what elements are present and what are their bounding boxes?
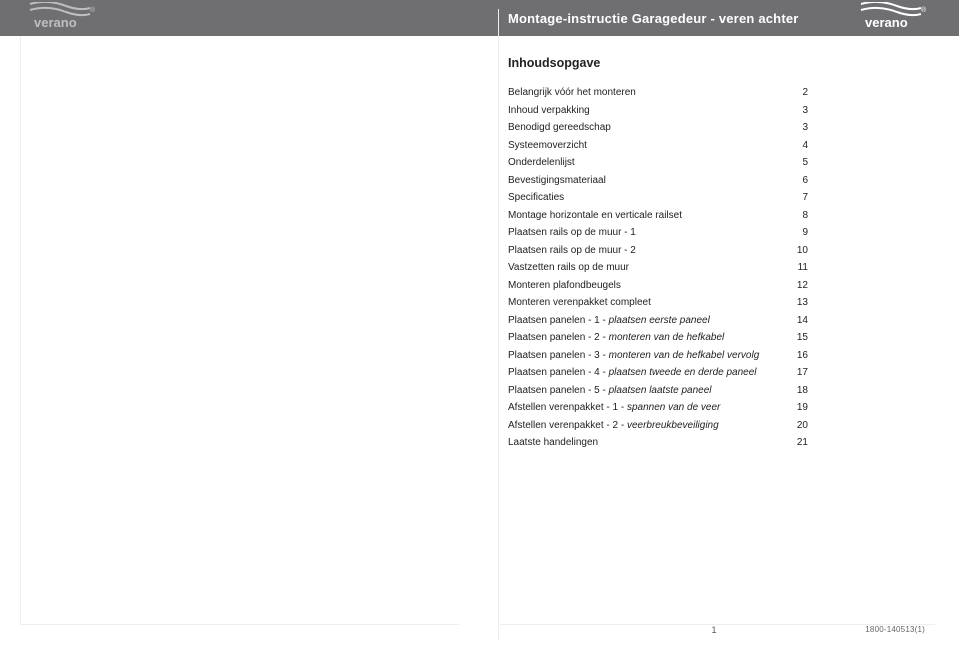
toc-page: 7 xyxy=(770,193,808,211)
toc-label: Monteren plafondbeugels xyxy=(508,281,770,299)
brand-logo-left: verano ® xyxy=(28,2,100,32)
brand-reg: ® xyxy=(921,6,927,14)
toc-row: Benodigd gereedschap3 xyxy=(508,123,808,141)
toc-label: Bevestigingsmateriaal xyxy=(508,176,770,194)
toc-row: Plaatsen rails op de muur - 19 xyxy=(508,228,808,246)
doc-title: Montage-instructie Garagedeur - veren ac… xyxy=(508,11,799,26)
toc-label-em: plaatsen eerste paneel xyxy=(609,315,710,326)
toc-row: Inhoud verpakking3 xyxy=(508,106,808,124)
toc-label-em: spannen van de veer xyxy=(627,402,720,413)
toc-label: Plaatsen panelen - 4 - plaatsen tweede e… xyxy=(508,368,770,386)
toc-page: 16 xyxy=(770,351,808,369)
toc-row: Plaatsen panelen - 2 - monteren van de h… xyxy=(508,333,808,351)
toc-row: Laatste handelingen21 xyxy=(508,438,808,456)
toc-page: 8 xyxy=(770,211,808,229)
toc-row: Afstellen verenpakket - 2 - veerbreukbev… xyxy=(508,421,808,439)
toc-row: Plaatsen panelen - 4 - plaatsen tweede e… xyxy=(508,368,808,386)
toc-page: 10 xyxy=(770,246,808,264)
toc-label-em: plaatsen laatste paneel xyxy=(609,385,712,396)
toc-page: 21 xyxy=(770,438,808,456)
toc-label: Plaatsen rails op de muur - 2 xyxy=(508,246,770,264)
toc-page: 6 xyxy=(770,176,808,194)
toc-row: Monteren verenpakket compleet13 xyxy=(508,298,808,316)
footer: 1 1800-140513(1) xyxy=(0,625,959,641)
toc-label: Vastzetten rails op de muur xyxy=(508,263,770,281)
brand-logo-right: verano ® xyxy=(859,2,931,32)
doc-id: 1800-140513(1) xyxy=(865,625,925,634)
toc-row: Monteren plafondbeugels12 xyxy=(508,281,808,299)
toc-page: 3 xyxy=(770,123,808,141)
toc-row: Afstellen verenpakket - 1 - spannen van … xyxy=(508,403,808,421)
toc-label: Systeemoverzicht xyxy=(508,141,770,159)
toc-label: Specificaties xyxy=(508,193,770,211)
toc-label: Onderdelenlijst xyxy=(508,158,770,176)
toc-label: Monteren verenpakket compleet xyxy=(508,298,770,316)
toc-page: 4 xyxy=(770,141,808,159)
brand-word: verano xyxy=(34,15,77,30)
toc-block: Inhoudsopgave Belangrijk vóór het monter… xyxy=(508,56,808,456)
toc-label: Inhoud verpakking xyxy=(508,106,770,124)
toc-row: Plaatsen panelen - 3 - monteren van de h… xyxy=(508,351,808,369)
toc-page: 12 xyxy=(770,281,808,299)
toc-row: Montage horizontale en verticale railset… xyxy=(508,211,808,229)
toc-page: 3 xyxy=(770,106,808,124)
toc-page: 2 xyxy=(770,88,808,106)
toc-row: Belangrijk vóór het monteren2 xyxy=(508,88,808,106)
toc-label: Montage horizontale en verticale railset xyxy=(508,211,770,229)
toc-page: 14 xyxy=(770,316,808,334)
toc-page: 11 xyxy=(770,263,808,281)
toc-label: Plaatsen rails op de muur - 1 xyxy=(508,228,770,246)
toc-label: Laatste handelingen xyxy=(508,438,770,456)
toc-row: Plaatsen panelen - 1 - plaatsen eerste p… xyxy=(508,316,808,334)
toc-label-em: monteren van de hefkabel xyxy=(609,332,725,343)
toc-page: 19 xyxy=(770,403,808,421)
toc-label: Plaatsen panelen - 2 - monteren van de h… xyxy=(508,333,770,351)
toc-label: Belangrijk vóór het monteren xyxy=(508,88,770,106)
toc-page: 17 xyxy=(770,368,808,386)
brand-word: verano xyxy=(865,15,908,30)
page-number: 1 xyxy=(712,625,717,635)
verano-logo-icon: verano ® xyxy=(28,2,100,32)
toc-label: Afstellen verenpakket - 2 - veerbreukbev… xyxy=(508,421,770,439)
toc-label-em: plaatsen tweede en derde paneel xyxy=(609,367,757,378)
document-page: { "header": { "title": "Montage-instruct… xyxy=(0,0,959,649)
toc-row: Specificaties7 xyxy=(508,193,808,211)
header-bar: Montage-instructie Garagedeur - veren ac… xyxy=(0,0,959,36)
brand-reg: ® xyxy=(90,6,96,14)
toc-row: Plaatsen rails op de muur - 210 xyxy=(508,246,808,264)
toc-page: 15 xyxy=(770,333,808,351)
toc-row: Vastzetten rails op de muur11 xyxy=(508,263,808,281)
toc-page: 18 xyxy=(770,386,808,404)
toc-label-em: veerbreukbeveiliging xyxy=(627,420,719,431)
toc-heading: Inhoudsopgave xyxy=(508,56,808,70)
toc-page: 5 xyxy=(770,158,808,176)
toc-row: Systeemoverzicht4 xyxy=(508,141,808,159)
toc-label: Afstellen verenpakket - 1 - spannen van … xyxy=(508,403,770,421)
verano-logo-icon: verano ® xyxy=(859,2,931,32)
toc-label: Plaatsen panelen - 1 - plaatsen eerste p… xyxy=(508,316,770,334)
toc-row: Bevestigingsmateriaal6 xyxy=(508,176,808,194)
toc-label-em: monteren van de hefkabel vervolg xyxy=(609,350,760,361)
toc-row: Plaatsen panelen - 5 - plaatsen laatste … xyxy=(508,386,808,404)
toc-label: Plaatsen panelen - 5 - plaatsen laatste … xyxy=(508,386,770,404)
toc-page: 13 xyxy=(770,298,808,316)
center-gutter-rule xyxy=(498,9,499,641)
toc-label: Plaatsen panelen - 3 - monteren van de h… xyxy=(508,351,770,369)
toc-row: Onderdelenlijst5 xyxy=(508,158,808,176)
toc-label: Benodigd gereedschap xyxy=(508,123,770,141)
toc-page: 20 xyxy=(770,421,808,439)
toc-page: 9 xyxy=(770,228,808,246)
toc-table: Belangrijk vóór het monteren2Inhoud verp… xyxy=(508,88,808,456)
